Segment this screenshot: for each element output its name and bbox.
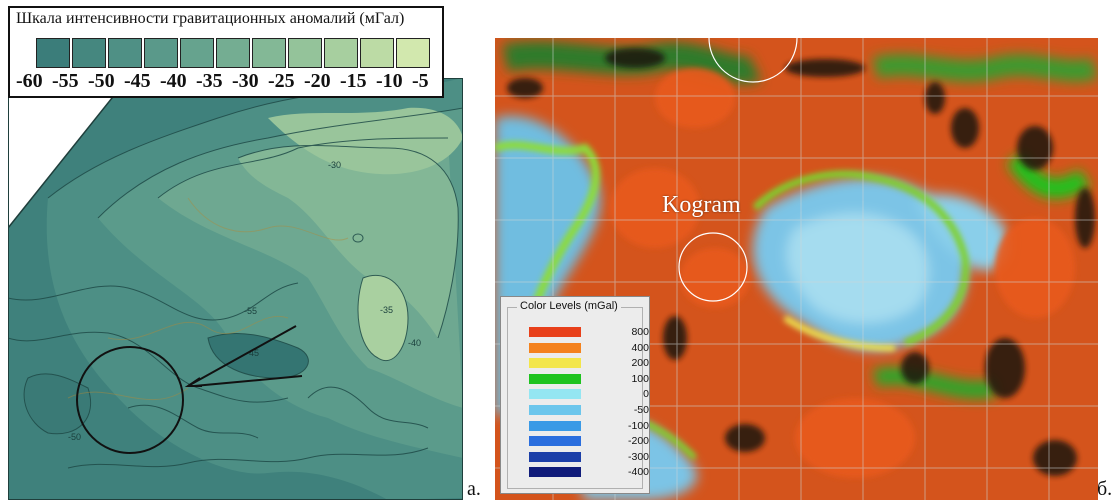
legend-swatch — [396, 38, 430, 68]
legend-label: -50 — [88, 70, 115, 92]
legend-level-swatch — [529, 389, 581, 400]
legend-swatch — [108, 38, 142, 68]
contour-label: -55 — [244, 306, 257, 316]
legend-labels: -60 -55 -50 -45 -40 -35 -30 -25 -20 -15 -10 -5 — [16, 70, 448, 93]
intensity-scale-legend: Шкала интенсивности гравитационных анома… — [8, 6, 444, 98]
legend-level-swatch — [529, 327, 581, 337]
reference-circle-top — [708, 38, 798, 83]
legend-level-row: -50 — [529, 404, 649, 416]
legend-swatch — [72, 38, 106, 68]
legend-level-swatch — [529, 420, 581, 431]
legend-level-value: 800 — [631, 326, 649, 338]
legend-label: -5 — [412, 70, 429, 92]
legend-label: -10 — [376, 70, 403, 92]
legend-label: -25 — [268, 70, 295, 92]
legend-level-row: 800 — [529, 326, 649, 338]
legend-level-row: 100 — [529, 372, 649, 385]
legend-level-value: -400 — [627, 466, 649, 479]
legend-level-value: 200 — [631, 357, 649, 370]
contour-label: -45 — [246, 348, 259, 358]
legend-level-value: 0 — [643, 388, 649, 401]
contour-label: -30 — [328, 160, 341, 170]
legend-level-value: 400 — [631, 341, 649, 354]
legend-level-row: -200 — [529, 435, 649, 448]
legend-label: -30 — [232, 70, 259, 92]
panel-label-b: б. — [1097, 478, 1113, 500]
contour-label: -50 — [68, 432, 81, 442]
gravity-contour-map: -55 -45 -50 -40 -35 -30 — [8, 78, 463, 500]
legend-title: Шкала интенсивности гравитационных анома… — [16, 10, 405, 27]
contour-label: -40 — [408, 338, 421, 348]
legend-swatch — [144, 38, 178, 68]
legend-level-value: -50 — [633, 404, 649, 416]
kogram-circle — [678, 232, 748, 302]
legend-level-row: 400 — [529, 341, 649, 354]
legend-swatch — [288, 38, 322, 68]
study-area-circle — [76, 346, 184, 454]
legend-label: -60 — [16, 70, 43, 92]
legend-label: -20 — [304, 70, 331, 92]
legend-title: Color Levels (mGal) — [517, 300, 621, 312]
legend-level-value: 100 — [631, 372, 649, 385]
legend-label: -45 — [124, 70, 151, 92]
color-levels-legend: Color Levels (mGal) 800 400 200 100 0 -50 -100… — [500, 296, 650, 494]
legend-label: -15 — [340, 70, 367, 92]
legend-label: -35 — [196, 70, 223, 92]
legend-swatch — [216, 38, 250, 68]
legend-level-row: -400 — [529, 466, 649, 479]
legend-level-row: 200 — [529, 357, 649, 370]
legend-swatch — [324, 38, 358, 68]
legend-level-swatch — [529, 467, 581, 478]
legend-level-swatch — [529, 436, 581, 447]
legend-level-value: -100 — [627, 419, 649, 432]
legend-level-swatch — [529, 358, 581, 369]
legend-level-swatch — [529, 342, 581, 353]
legend-swatches — [36, 38, 432, 68]
legend-swatch — [36, 38, 70, 68]
legend-level-row: -100 — [529, 419, 649, 432]
kogram-label: Kogram — [662, 192, 741, 218]
legend-swatch — [252, 38, 286, 68]
legend-level-swatch — [529, 373, 581, 384]
legend-swatch — [360, 38, 394, 68]
legend-label: -55 — [52, 70, 79, 92]
legend-level-swatch — [529, 405, 581, 415]
legend-level-row: 0 — [529, 388, 649, 401]
legend-level-row: -300 — [529, 450, 649, 463]
contour-label: -35 — [380, 305, 393, 315]
legend-swatch — [180, 38, 214, 68]
legend-level-value: -300 — [627, 450, 649, 463]
panel-label-a: а. — [467, 478, 481, 500]
legend-level-swatch — [529, 451, 581, 462]
legend-level-value: -200 — [627, 435, 649, 448]
legend-label: -40 — [160, 70, 187, 92]
direction-arrows — [184, 325, 303, 387]
